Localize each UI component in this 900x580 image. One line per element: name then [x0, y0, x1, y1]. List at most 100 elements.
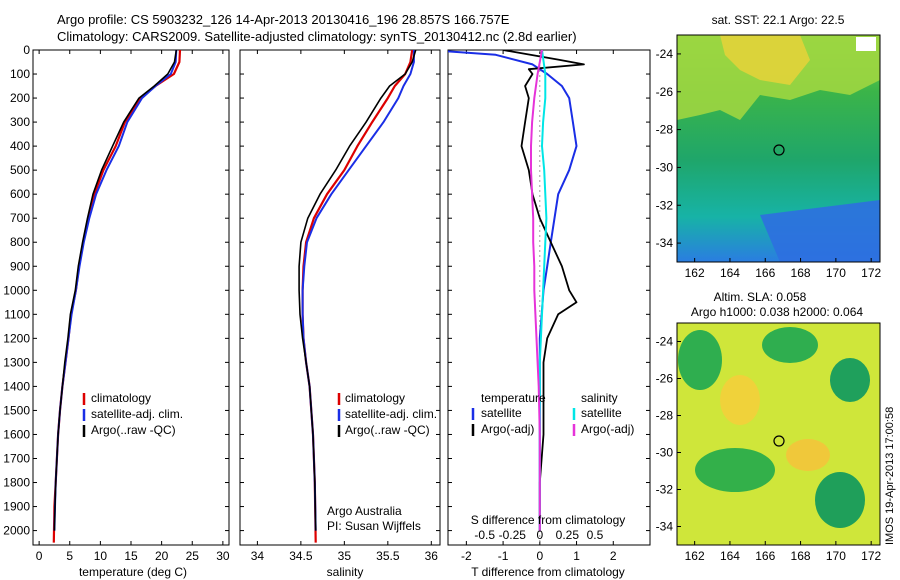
depth-tick-label: 1300 [3, 355, 30, 369]
sla-green-blob-5 [815, 472, 865, 528]
salinity-argo-line [298, 50, 417, 531]
depth-tick-label: 1600 [3, 427, 30, 441]
sst-map-y-ticks: -24 -26 -28 -30 -32 -34 [656, 47, 681, 250]
difference-legend-s-title: salinity [581, 391, 618, 405]
map-y-tick-label: -30 [656, 160, 674, 174]
sla-green-blob-4 [695, 448, 775, 492]
x-tick-label: 30 [216, 549, 230, 563]
x-tick-label: 0 [36, 549, 43, 563]
difference-xlabel: T difference from climatology [471, 565, 625, 579]
s-tick-label: -0.5 [474, 528, 495, 542]
depth-tick-label: 600 [10, 187, 30, 201]
temperature-argo-line [53, 50, 178, 531]
side-timestamp: IMOS 19-Apr-2013 17:00:58 [884, 407, 896, 545]
map-x-tick-label: 162 [685, 266, 705, 280]
temperature-legend: climatology satellite-adj. clim. Argo(..… [82, 391, 183, 437]
depth-tick-label: 0 [23, 43, 30, 57]
temperature-x-ticks: 0 5 10 15 20 25 30 [36, 50, 230, 563]
sla-map: Altim. SLA: 0.058 Argo h1000: 0.038 h200… [656, 290, 882, 563]
sla-map-x-ticks: 162 164 166 168 170 172 [685, 541, 882, 563]
salinity-lines [298, 50, 417, 543]
difference-y-ticks [448, 49, 650, 532]
header-line2: Climatology: CARS2009. Satellite-adjuste… [57, 29, 577, 44]
salinity-legend-satellite: satellite-adj. clim. [345, 407, 437, 421]
temperature-xlabel: temperature (deg C) [79, 565, 187, 579]
map-x-tick-label: 172 [861, 549, 881, 563]
sst-cool-patch [760, 200, 880, 262]
s-tick-label: 0 [536, 528, 543, 542]
difference-s-ticks: -0.5 -0.25 0 0.25 0.5 [474, 528, 603, 542]
sst-yellow-patch [720, 35, 810, 85]
sla-green-blob-1 [678, 330, 722, 390]
depth-tick-label: 1400 [3, 379, 30, 393]
salinity-credit-pi: PI: Susan Wijffels [327, 519, 421, 533]
x-tick-label: 34 [251, 549, 265, 563]
salinity-panel: 34 34.5 35 35.5 36 climatology satellite-adj… [239, 49, 441, 579]
difference-legend-t-title: temperature [481, 391, 546, 405]
header-line1: Argo profile: CS 5903232_126 14-Apr-2013… [57, 12, 510, 27]
depth-tick-label: 800 [10, 235, 30, 249]
depth-tick-label: 900 [10, 259, 30, 273]
sst-missing-patch [856, 37, 876, 51]
temperature-axes [32, 49, 230, 546]
map-y-tick-label: -34 [656, 236, 674, 250]
salinity-axes [239, 49, 441, 546]
sla-map-title1: Altim. SLA: 0.058 [714, 290, 807, 304]
salinity-x-ticks: 34 34.5 35 35.5 36 [251, 50, 439, 563]
x-tick-label: -2 [461, 549, 472, 563]
depth-tick-label: 1200 [3, 331, 30, 345]
salinity-y-ticks [240, 49, 440, 532]
map-y-tick-label: -26 [656, 85, 674, 99]
x-tick-label: 10 [94, 549, 108, 563]
depth-tick-label: 700 [10, 211, 30, 225]
map-x-tick-label: 170 [826, 266, 846, 280]
difference-s-argo-line [530, 50, 543, 531]
sst-map: sat. SST: 22.1 Argo: 22.5 -24 -26 -28 -30 -3… [656, 13, 882, 280]
map-x-tick-label: 164 [720, 266, 740, 280]
sst-map-title: sat. SST: 22.1 Argo: 22.5 [712, 13, 845, 27]
salinity-legend-climatology: climatology [345, 391, 405, 405]
map-y-tick-label: -24 [656, 335, 674, 349]
map-x-tick-label: 168 [791, 266, 811, 280]
depth-tick-label: 1700 [3, 451, 30, 465]
x-tick-label: 34.5 [289, 549, 313, 563]
difference-axes [447, 49, 651, 546]
sst-map-frame [676, 34, 881, 263]
temperature-legend-climatology: climatology [91, 391, 151, 405]
depth-tick-label: 400 [10, 139, 30, 153]
x-tick-label: 35 [338, 549, 352, 563]
sla-yellow-blob-2 [786, 439, 830, 471]
difference-legend: temperature salinity satellite Argo(-adj… [471, 391, 634, 436]
difference-legend-t-argo: Argo(-adj) [481, 422, 534, 436]
temperature-legend-satellite: satellite-adj. clim. [91, 407, 183, 421]
temperature-legend-argo: Argo(..raw -QC) [91, 423, 176, 437]
x-tick-label: -1 [498, 549, 509, 563]
map-x-tick-label: 168 [791, 549, 811, 563]
difference-s-label: S difference from climatology [471, 513, 626, 527]
map-x-tick-label: 166 [755, 549, 775, 563]
sst-map-x-ticks: 162 164 166 168 170 172 [685, 258, 882, 280]
sst-argo-marker [773, 144, 785, 156]
salinity-legend: climatology satellite-adj. clim. Argo(..… [337, 391, 437, 437]
map-y-tick-label: -28 [656, 123, 674, 137]
s-tick-label: 0.5 [587, 528, 604, 542]
depth-tick-label: 1800 [3, 476, 30, 490]
map-x-tick-label: 170 [826, 549, 846, 563]
sla-argo-marker [773, 435, 785, 447]
depth-tick-label: 2000 [3, 524, 30, 538]
x-tick-label: 25 [186, 549, 200, 563]
sla-green-blob-2 [762, 327, 818, 363]
difference-legend-s-satellite: satellite [581, 406, 622, 420]
sla-map-y-ticks: -24 -26 -28 -30 -32 -34 [656, 335, 681, 534]
salinity-legend-argo: Argo(..raw -QC) [345, 423, 430, 437]
x-tick-label: 36 [425, 549, 439, 563]
map-y-tick-label: -26 [656, 372, 674, 386]
map-y-tick-label: -30 [656, 446, 674, 460]
x-tick-label: 0 [536, 549, 543, 563]
temperature-depth-ticks: 0 100 200 300 400 500 600 700 800 900 1000 1100 1200… [3, 43, 229, 538]
depth-tick-label: 1000 [3, 283, 30, 297]
map-y-tick-label: -24 [656, 47, 674, 61]
map-x-tick-label: 166 [755, 266, 775, 280]
sla-map-frame [676, 322, 881, 546]
